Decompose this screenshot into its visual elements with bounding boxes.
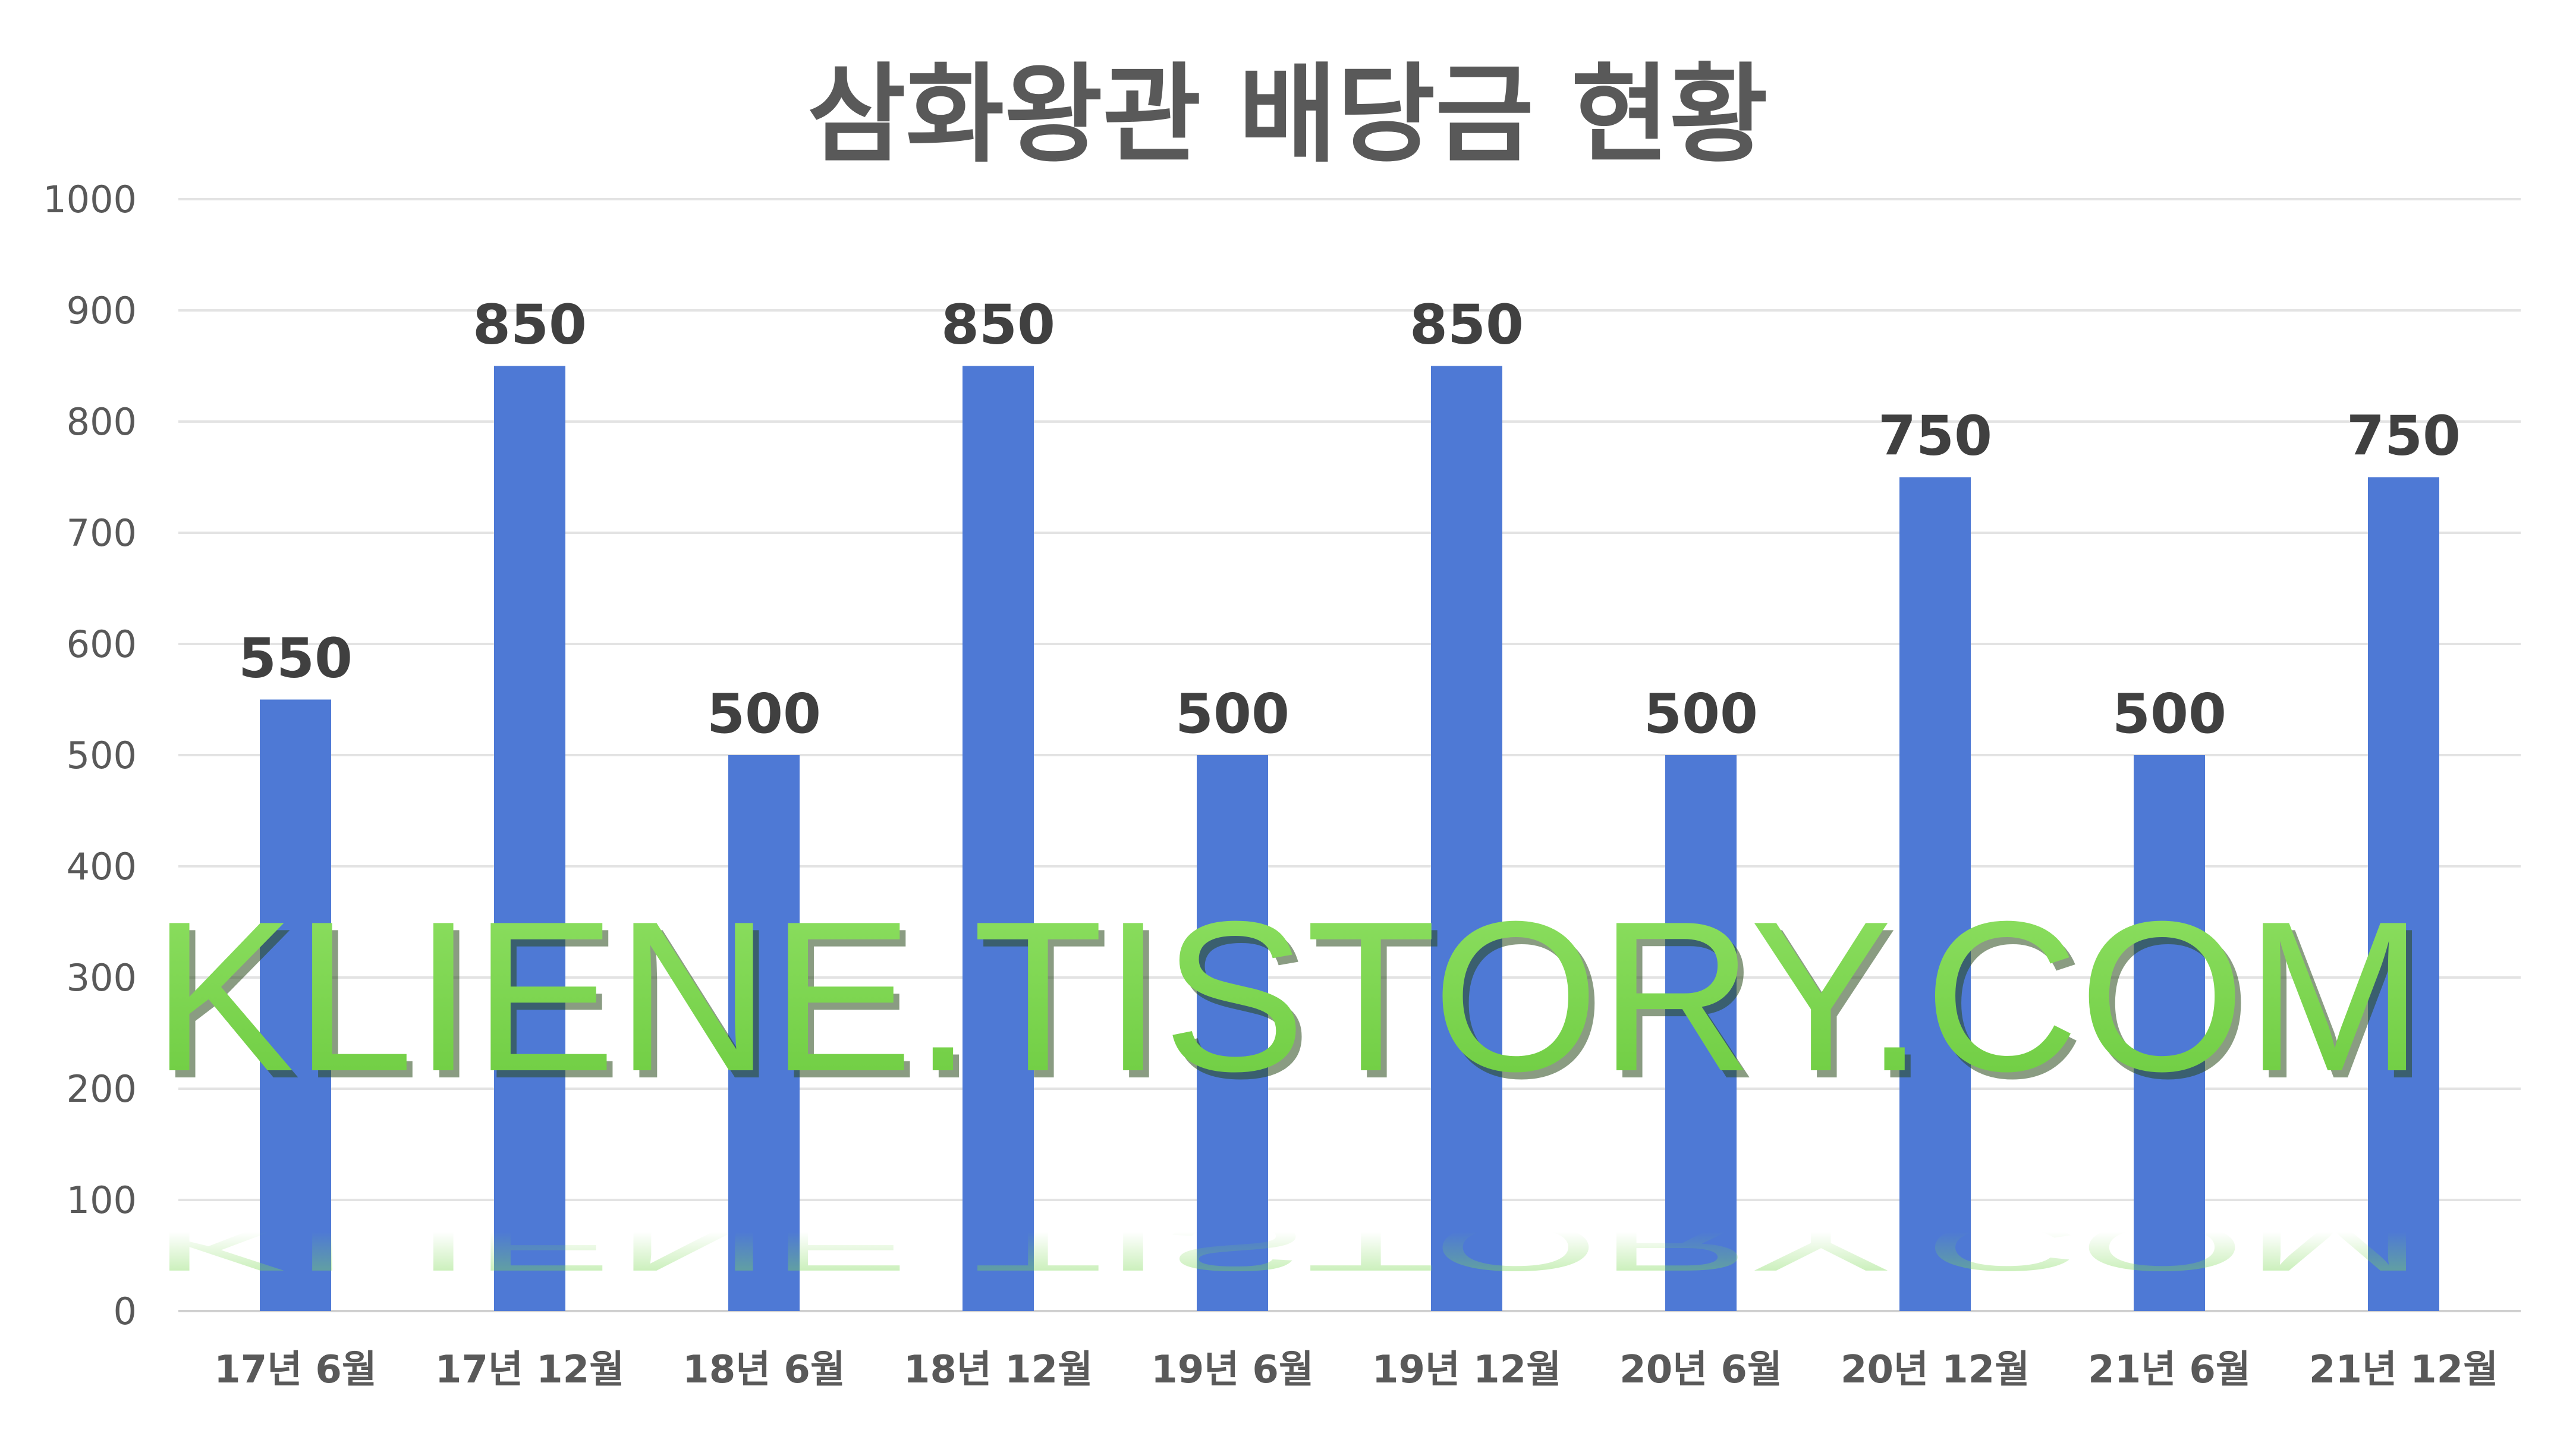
- x-category-label: 19년 12월: [1372, 1348, 1561, 1392]
- bar: [1197, 755, 1268, 1311]
- bar: [1431, 366, 1502, 1311]
- x-category-label: 20년 12월: [1841, 1348, 2030, 1392]
- data-label: 850: [941, 293, 1055, 357]
- x-axis-category-labels: 17년 6월 17년 12월 18년 6월 18년 12월 19년 6월 19년 12월 2…: [214, 1348, 2498, 1392]
- y-tick-label: 600: [67, 623, 137, 666]
- data-label: 850: [473, 293, 587, 357]
- y-tick-label: 0: [114, 1290, 137, 1333]
- data-label: 500: [2112, 682, 2226, 746]
- data-labels: 550 850 500 850 500 850 500 750 500 750: [238, 293, 2461, 746]
- data-label: 500: [707, 682, 821, 746]
- y-tick-label: 1000: [43, 178, 137, 221]
- x-category-label: 17년 12월: [435, 1348, 624, 1392]
- bar: [260, 699, 331, 1311]
- data-label: 500: [1175, 682, 1289, 746]
- chart-title: 삼화왕관 배당금 현황: [807, 53, 1768, 177]
- bar: [963, 366, 1034, 1311]
- x-category-label: 20년 6월: [1619, 1348, 1782, 1392]
- bar: [2368, 477, 2439, 1311]
- data-label: 750: [2347, 404, 2461, 468]
- y-tick-label: 100: [67, 1178, 137, 1222]
- y-tick-label: 200: [67, 1067, 137, 1111]
- bar: [2134, 755, 2205, 1311]
- y-tick-label: 300: [67, 956, 137, 1000]
- x-category-label: 18년 12월: [904, 1348, 1093, 1392]
- x-category-label: 21년 6월: [2088, 1348, 2251, 1392]
- data-label: 550: [238, 627, 353, 690]
- bar: [1899, 477, 1971, 1311]
- x-category-label: 18년 6월: [682, 1348, 845, 1392]
- y-tick-label: 800: [67, 400, 137, 444]
- x-category-label: 19년 6월: [1151, 1348, 1314, 1392]
- watermark-reflection: KLIENE.TISTORY.COM: [152, 1209, 2423, 1286]
- watermark: KLIENE.TISTORY.COM KLIENE.TISTORY.COM KL…: [152, 877, 2429, 1286]
- data-label: 750: [1878, 404, 1992, 468]
- bar: [1665, 755, 1737, 1311]
- y-tick-label: 700: [67, 511, 137, 555]
- bar: [494, 366, 565, 1311]
- watermark-shadow: KLIENE.TISTORY.COM: [158, 884, 2429, 1123]
- y-tick-label: 400: [67, 845, 137, 888]
- y-axis-tick-labels: 0 100 200 300 400 500 600 700 800 900 1000: [43, 178, 137, 1333]
- x-category-label: 21년 12월: [2309, 1348, 2498, 1392]
- y-tick-label: 500: [67, 734, 137, 777]
- y-tick-label: 900: [67, 289, 137, 332]
- data-label: 850: [1410, 293, 1524, 357]
- data-label: 500: [1644, 682, 1758, 746]
- watermark-text: KLIENE.TISTORY.COM: [152, 877, 2423, 1116]
- x-category-label: 17년 6월: [214, 1348, 377, 1392]
- bar: [728, 755, 800, 1311]
- bars: [260, 366, 2439, 1311]
- gridlines: [178, 198, 2521, 1312]
